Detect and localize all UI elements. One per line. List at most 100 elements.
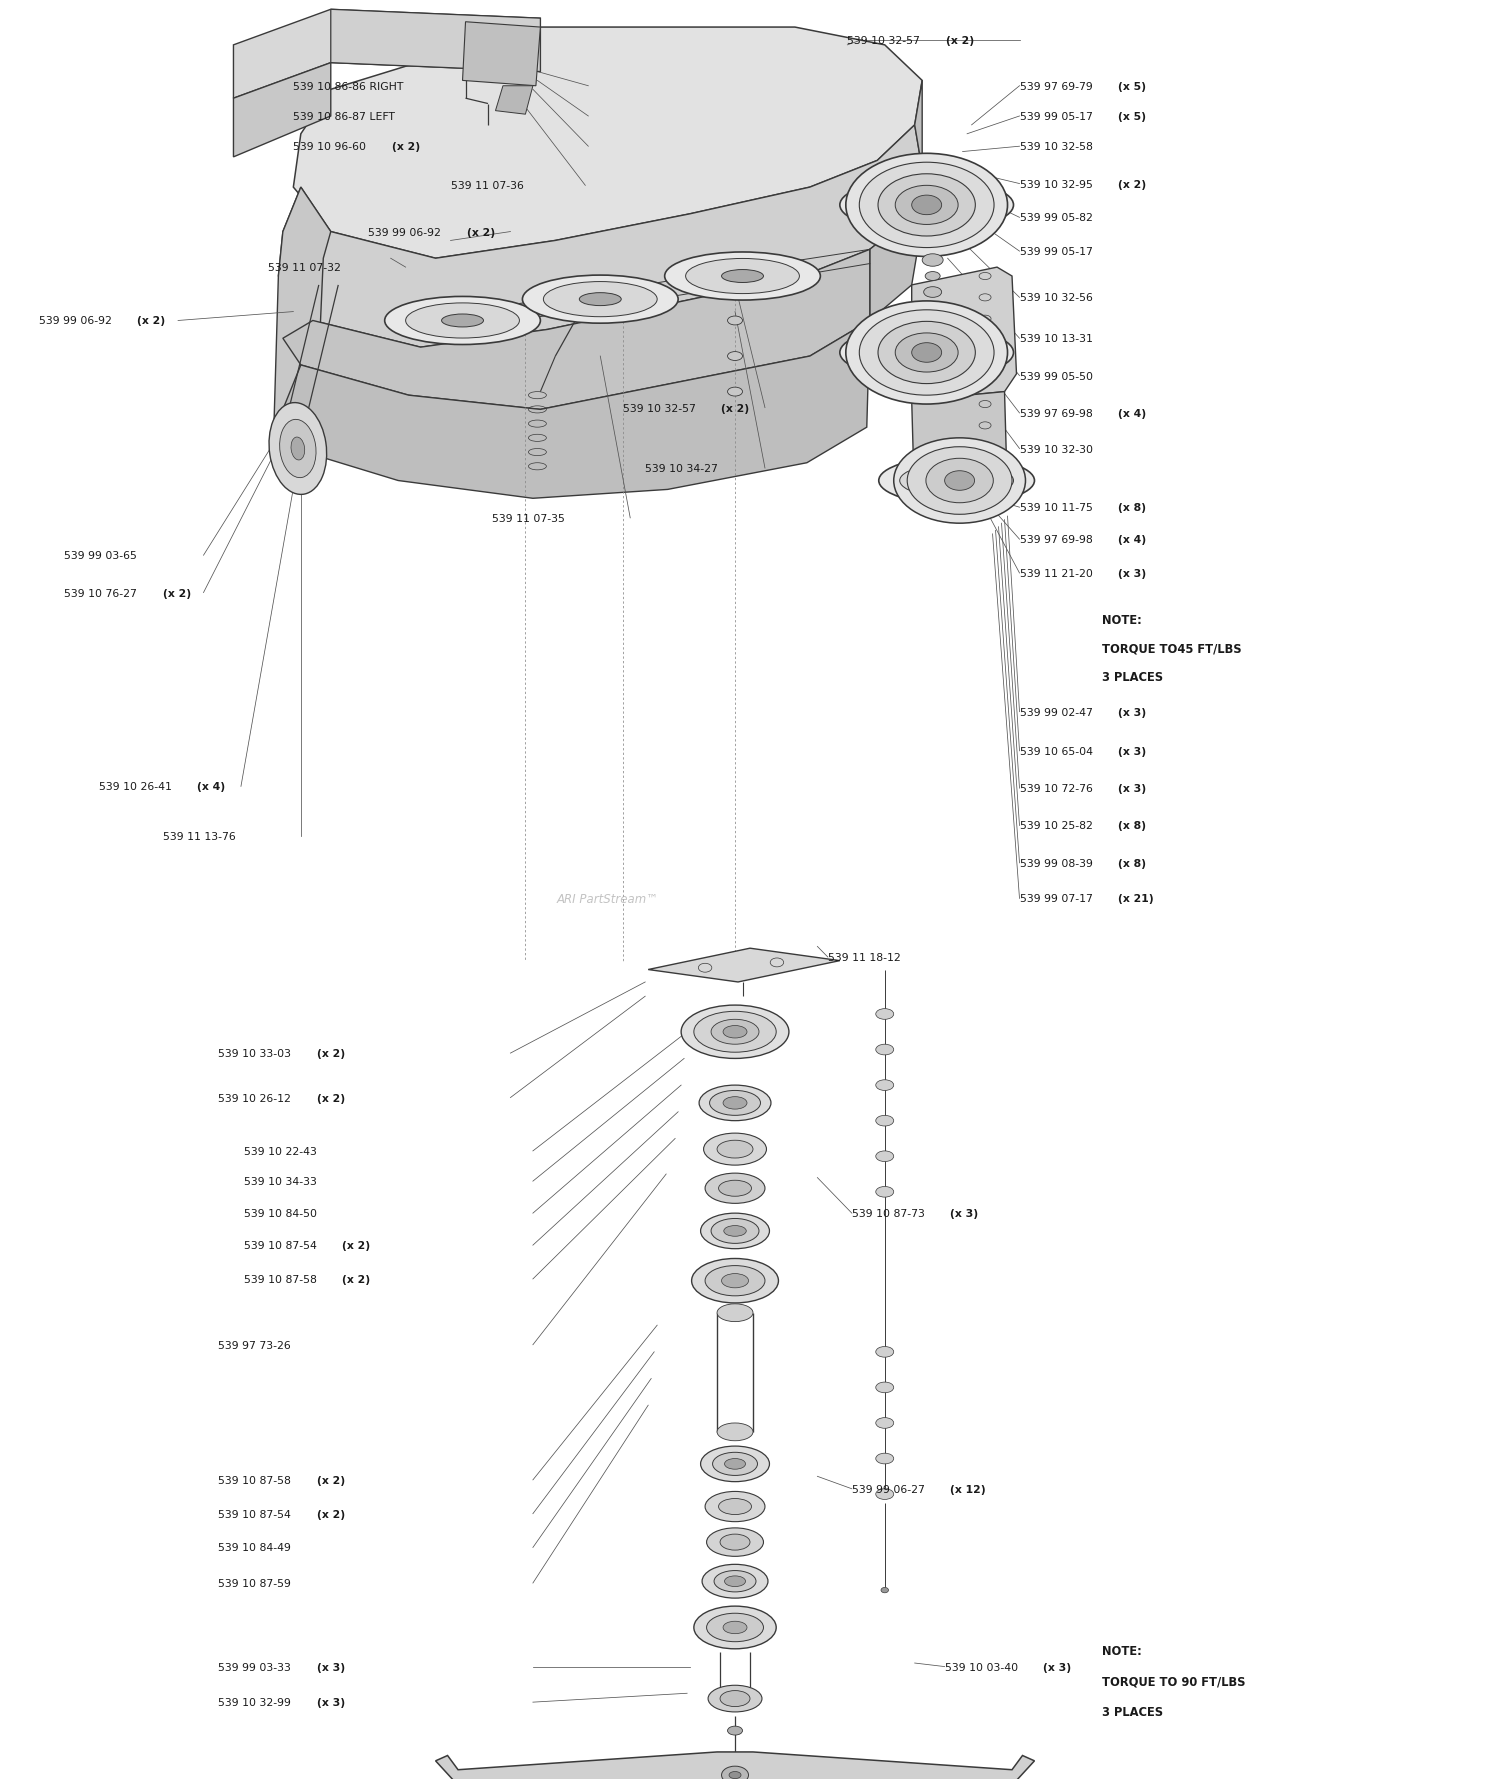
Ellipse shape	[699, 1086, 771, 1121]
Ellipse shape	[706, 1613, 764, 1641]
Text: 539 10 32-95: 539 10 32-95	[1020, 180, 1096, 189]
Text: 539 10 84-49: 539 10 84-49	[219, 1543, 291, 1552]
Ellipse shape	[876, 1080, 894, 1091]
Ellipse shape	[279, 420, 316, 479]
Text: 539 10 22-43: 539 10 22-43	[244, 1146, 316, 1157]
Ellipse shape	[912, 196, 942, 215]
Text: 539 10 32-99: 539 10 32-99	[219, 1696, 296, 1707]
Ellipse shape	[694, 1011, 776, 1052]
Ellipse shape	[728, 1727, 742, 1736]
Ellipse shape	[718, 1499, 752, 1515]
Text: (x 2): (x 2)	[136, 317, 165, 326]
Ellipse shape	[724, 1460, 746, 1468]
Ellipse shape	[712, 1452, 758, 1476]
Text: (x 3): (x 3)	[950, 1209, 978, 1219]
Polygon shape	[435, 1752, 1035, 1780]
Ellipse shape	[724, 1226, 747, 1237]
Text: 539 10 32-30: 539 10 32-30	[1020, 445, 1092, 454]
Text: 539 99 05-17: 539 99 05-17	[1020, 112, 1096, 121]
Polygon shape	[284, 320, 870, 498]
Ellipse shape	[722, 1274, 748, 1289]
Ellipse shape	[846, 155, 1008, 258]
Text: 539 97 69-98: 539 97 69-98	[1020, 534, 1095, 545]
Ellipse shape	[903, 345, 951, 361]
Text: 539 10 32-58: 539 10 32-58	[1020, 142, 1092, 151]
Ellipse shape	[441, 315, 483, 328]
Polygon shape	[274, 189, 332, 472]
Text: (x 8): (x 8)	[1118, 821, 1146, 831]
Text: 539 97 69-79: 539 97 69-79	[1020, 82, 1095, 93]
Polygon shape	[462, 23, 540, 87]
Ellipse shape	[718, 1180, 752, 1196]
Text: TORQUE TO 90 FT/LBS: TORQUE TO 90 FT/LBS	[1102, 1675, 1245, 1687]
Text: 539 10 11-75: 539 10 11-75	[1020, 504, 1096, 513]
Text: (x 2): (x 2)	[162, 587, 190, 598]
Ellipse shape	[722, 271, 764, 283]
Polygon shape	[912, 269, 1017, 400]
Text: 539 97 73-26: 539 97 73-26	[219, 1340, 291, 1349]
Text: 539 99 05-82: 539 99 05-82	[1020, 214, 1092, 222]
Polygon shape	[234, 11, 540, 100]
Ellipse shape	[717, 1424, 753, 1442]
Ellipse shape	[711, 1020, 759, 1045]
Ellipse shape	[720, 1691, 750, 1707]
Ellipse shape	[876, 1116, 894, 1127]
Ellipse shape	[543, 283, 657, 317]
Text: 539 10 87-73: 539 10 87-73	[852, 1209, 928, 1219]
Text: (x 3): (x 3)	[1118, 746, 1146, 756]
Text: (x 2): (x 2)	[945, 36, 974, 46]
Ellipse shape	[722, 1766, 748, 1780]
Ellipse shape	[879, 457, 1035, 506]
Ellipse shape	[908, 447, 1013, 514]
Ellipse shape	[711, 1219, 759, 1244]
Ellipse shape	[894, 438, 1026, 523]
Ellipse shape	[700, 1214, 770, 1250]
Text: (x 2): (x 2)	[316, 1509, 345, 1518]
Ellipse shape	[692, 1258, 778, 1303]
Text: (x 3): (x 3)	[316, 1696, 345, 1707]
Ellipse shape	[945, 472, 975, 491]
Ellipse shape	[405, 304, 519, 338]
Text: 539 11 13-76: 539 11 13-76	[164, 831, 236, 842]
Text: (x 3): (x 3)	[316, 1663, 345, 1671]
Text: 539 10 26-41: 539 10 26-41	[99, 781, 176, 792]
Text: 3 PLACES: 3 PLACES	[1102, 1705, 1162, 1718]
Text: 539 11 07-32: 539 11 07-32	[268, 263, 340, 272]
Ellipse shape	[936, 475, 978, 488]
Text: 539 10 34-27: 539 10 34-27	[645, 465, 718, 473]
Ellipse shape	[702, 1565, 768, 1598]
Text: 539 10 32-57: 539 10 32-57	[622, 404, 699, 413]
Ellipse shape	[720, 1534, 750, 1550]
Text: 539 99 03-33: 539 99 03-33	[219, 1663, 296, 1671]
Text: (x 3): (x 3)	[1118, 707, 1146, 717]
Text: 539 10 34-33: 539 10 34-33	[244, 1177, 316, 1187]
Ellipse shape	[724, 1575, 746, 1586]
Ellipse shape	[864, 335, 990, 372]
Ellipse shape	[876, 1152, 894, 1162]
Polygon shape	[912, 392, 1008, 513]
Ellipse shape	[840, 326, 1014, 381]
Text: (x 8): (x 8)	[1118, 504, 1146, 513]
Text: (x 12): (x 12)	[950, 1485, 986, 1493]
Text: TORQUE TO45 FT/LBS: TORQUE TO45 FT/LBS	[1102, 643, 1242, 655]
Ellipse shape	[717, 1305, 753, 1323]
Ellipse shape	[840, 180, 1014, 233]
Text: 539 99 08-39: 539 99 08-39	[1020, 858, 1096, 869]
Text: 539 11 07-36: 539 11 07-36	[450, 182, 524, 190]
Polygon shape	[495, 87, 532, 116]
Text: 539 10 72-76: 539 10 72-76	[1020, 783, 1096, 794]
Text: (x 21): (x 21)	[1118, 894, 1154, 904]
Ellipse shape	[717, 1141, 753, 1159]
Text: 539 10 03-40: 539 10 03-40	[945, 1663, 1022, 1671]
Ellipse shape	[291, 438, 304, 461]
Text: (x 2): (x 2)	[722, 404, 748, 413]
Ellipse shape	[700, 1447, 770, 1481]
Ellipse shape	[876, 1347, 894, 1358]
Ellipse shape	[878, 322, 975, 384]
Text: 539 97 69-98: 539 97 69-98	[1020, 409, 1095, 418]
Ellipse shape	[876, 1045, 894, 1056]
Text: 539 99 06-92: 539 99 06-92	[39, 317, 116, 326]
Ellipse shape	[896, 187, 958, 226]
Text: (x 2): (x 2)	[316, 1048, 345, 1059]
Ellipse shape	[706, 1527, 764, 1556]
